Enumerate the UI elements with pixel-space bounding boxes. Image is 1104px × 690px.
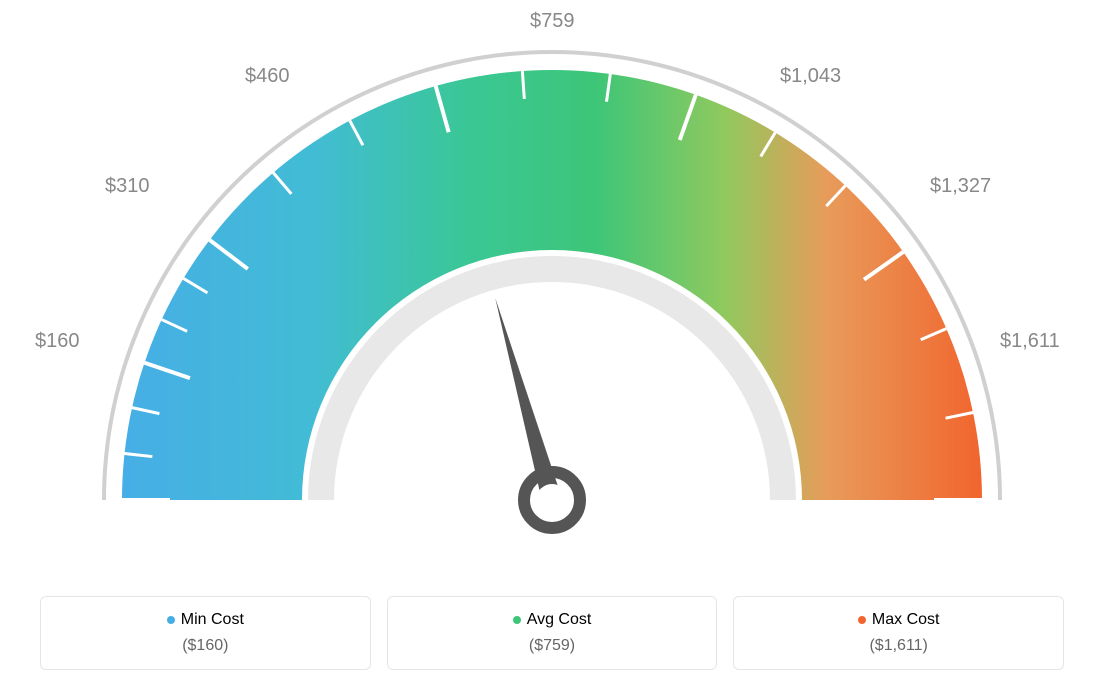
legend-min: Min Cost ($160) (40, 596, 371, 670)
dot-icon (167, 616, 175, 624)
legend-max-label-text: Max Cost (872, 611, 940, 628)
legend-max-value: ($1,611) (744, 637, 1053, 655)
legend-avg: Avg Cost ($759) (387, 596, 718, 670)
legend-min-label: Min Cost (51, 611, 360, 629)
scale-label: $1,043 (780, 65, 841, 88)
scale-label: $160 (35, 330, 80, 353)
scale-label: $460 (245, 65, 290, 88)
scale-label: $1,611 (1000, 330, 1060, 353)
dot-icon (513, 616, 521, 624)
gauge-svg (0, 0, 1104, 570)
scale-label: $759 (530, 10, 575, 33)
legend-row: Min Cost ($160) Avg Cost ($759) Max Cost… (0, 596, 1104, 670)
gauge-chart-container: $160 $310 $460 $759 $1,043 $1,327 $1,611 Min C… (0, 0, 1104, 690)
dot-icon (858, 616, 866, 624)
legend-min-value: ($160) (51, 637, 360, 655)
legend-max-label: Max Cost (744, 611, 1053, 629)
legend-avg-label-text: Avg Cost (527, 611, 592, 628)
gauge-area: $160 $310 $460 $759 $1,043 $1,327 $1,611 (0, 0, 1104, 570)
legend-min-label-text: Min Cost (181, 611, 244, 628)
legend-avg-value: ($759) (398, 637, 707, 655)
scale-label: $1,327 (930, 175, 991, 198)
legend-max: Max Cost ($1,611) (733, 596, 1064, 670)
legend-avg-label: Avg Cost (398, 611, 707, 629)
scale-label: $310 (105, 175, 150, 198)
